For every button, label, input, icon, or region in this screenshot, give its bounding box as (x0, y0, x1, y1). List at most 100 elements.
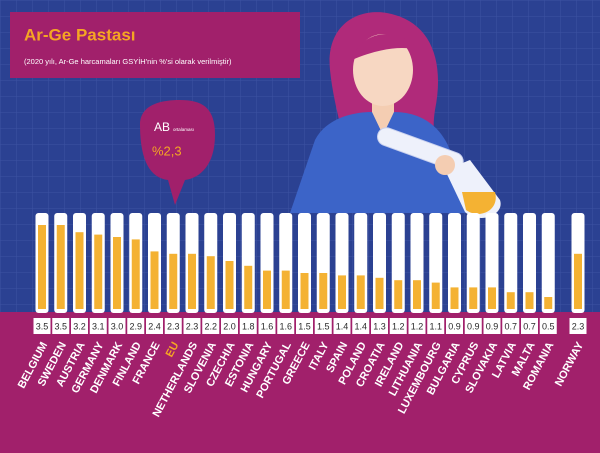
value-label: 0.5 (542, 321, 555, 331)
value-label: 3.5 (36, 321, 49, 331)
value-label: 1.4 (336, 321, 349, 331)
value-label: 3.2 (73, 321, 86, 331)
bar (375, 277, 384, 309)
value-label: 1.1 (429, 321, 442, 331)
value-label: 0.9 (448, 321, 461, 331)
value-label: 1.3 (373, 321, 386, 331)
bar (169, 253, 178, 309)
value-label-box (333, 318, 351, 334)
bar (188, 253, 196, 309)
title-box (10, 12, 300, 78)
value-label-box (127, 318, 145, 334)
value-label: 2.4 (148, 321, 161, 331)
value-label: 1.6 (261, 321, 274, 331)
bar (506, 292, 515, 309)
value-label-box (427, 318, 445, 334)
value-label-box (521, 318, 538, 334)
callout-sublabel: ortalaması (173, 127, 194, 132)
value-label: 0.9 (486, 321, 499, 331)
bar (525, 292, 534, 309)
bar (469, 287, 478, 309)
chart-title: Ar-Ge Pastası (24, 25, 136, 44)
value-label-box (464, 318, 482, 334)
bar (75, 232, 84, 309)
bar (488, 287, 496, 309)
value-label: 1.4 (354, 321, 367, 331)
value-label-box (221, 318, 238, 334)
bar (338, 275, 346, 309)
tube (523, 213, 536, 313)
bar (56, 225, 65, 309)
value-label: 2.0 (223, 321, 236, 331)
value-label-box (183, 318, 201, 334)
tube (541, 213, 555, 313)
value-label-box (539, 318, 557, 334)
value-label-box (446, 318, 463, 334)
value-label: 0.9 (467, 321, 480, 331)
bar (94, 234, 103, 309)
value-label: 1.5 (298, 321, 311, 331)
value-label-box (164, 318, 182, 334)
value-label: 2.3 (572, 321, 585, 331)
bar (150, 251, 159, 309)
value-label-box (52, 318, 70, 334)
bar (574, 253, 582, 309)
bar (356, 275, 365, 309)
value-label-box (502, 318, 520, 334)
value-label: 1.5 (317, 321, 330, 331)
callout-value: %2,3 (152, 143, 182, 158)
value-label: 3.0 (111, 321, 124, 331)
value-label-box (146, 318, 163, 334)
chart-subtitle: (2020 yılı, Ar-Ge harcamaları GSYİH'nin … (24, 57, 232, 66)
value-label-box (408, 318, 426, 334)
value-label-box (483, 318, 501, 334)
bottom-band (0, 312, 600, 453)
value-label: 2.3 (167, 321, 180, 331)
bar (206, 256, 215, 309)
value-label-box (277, 318, 295, 334)
value-label: 0.7 (504, 321, 517, 331)
value-label: 0.7 (523, 321, 536, 331)
value-label-box (33, 318, 51, 334)
callout-label: AB (154, 120, 170, 134)
value-label: 2.2 (204, 321, 217, 331)
bar (263, 270, 271, 309)
value-label-box (569, 318, 587, 334)
callout-bubble (140, 100, 215, 205)
value-label-box (202, 318, 220, 334)
value-label: 3.1 (92, 321, 105, 331)
tube (504, 213, 518, 313)
value-label: 2.3 (186, 321, 199, 331)
value-label-box (258, 318, 276, 334)
value-label: 1.2 (411, 321, 424, 331)
value-label-box (389, 318, 407, 334)
bar (244, 265, 253, 309)
value-label-box (371, 318, 388, 334)
bar (38, 225, 46, 309)
bar (394, 280, 403, 309)
value-label: 2.9 (129, 321, 142, 331)
illustration (290, 12, 501, 219)
value-label-box (352, 318, 370, 334)
bar (319, 273, 328, 309)
bar (113, 237, 121, 309)
value-label-box (314, 318, 332, 334)
bar (431, 282, 440, 309)
bar (131, 239, 140, 309)
bar (544, 297, 553, 309)
value-label: 1.8 (242, 321, 255, 331)
value-label-box (89, 318, 107, 334)
bar (413, 280, 421, 309)
value-label: 1.6 (279, 321, 292, 331)
value-label-box (71, 318, 88, 334)
value-label: 3.5 (54, 321, 67, 331)
value-label-box (108, 318, 126, 334)
value-label-box (239, 318, 257, 334)
value-label: 1.2 (392, 321, 405, 331)
bar (300, 273, 309, 309)
bar (450, 287, 459, 309)
value-label-box (296, 318, 313, 334)
bar (281, 270, 290, 309)
bar (225, 261, 234, 309)
